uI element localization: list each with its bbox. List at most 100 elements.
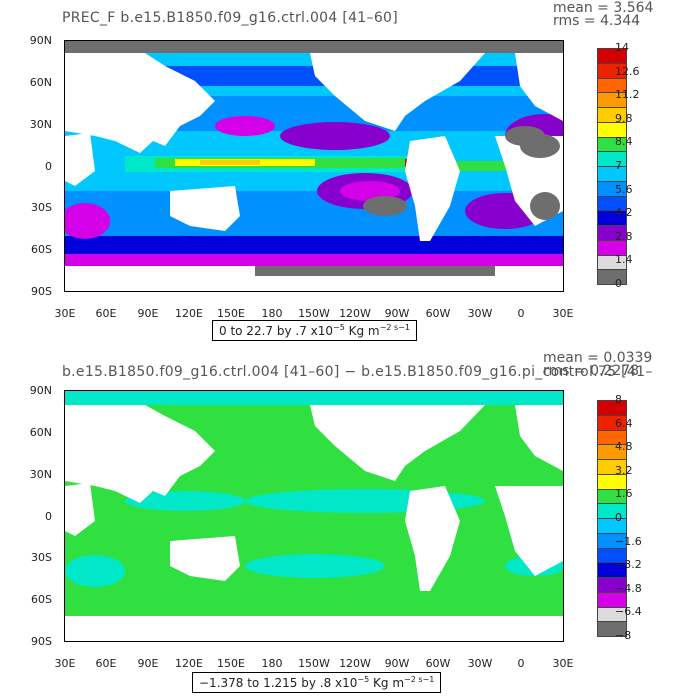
dry-zone-io bbox=[65, 203, 110, 239]
colorbar-label: −6.4 bbox=[615, 605, 642, 619]
x-tick-label: 30W bbox=[467, 307, 493, 320]
x-tick-label: 120W bbox=[339, 657, 371, 670]
colorbar-swatch bbox=[597, 621, 627, 637]
x-tick-label: 90W bbox=[384, 657, 410, 670]
mean-label: mean = 3.564 bbox=[553, 0, 654, 16]
colorbar-label: 4.8 bbox=[615, 440, 633, 454]
x-tick-label: 30W bbox=[467, 657, 493, 670]
land-asia bbox=[65, 53, 215, 153]
range-exponent: −5 bbox=[333, 323, 345, 332]
dry-zone-np bbox=[280, 122, 390, 150]
x-tick-label: 60W bbox=[425, 657, 451, 670]
land-north-america bbox=[310, 405, 485, 481]
y-tick-label: 30S bbox=[31, 551, 52, 564]
southern-ocean bbox=[65, 254, 563, 266]
y-tick-label: 30N bbox=[29, 468, 52, 481]
colorbar-label: 5.6 bbox=[615, 182, 633, 196]
colorbar-label: 1.6 bbox=[615, 487, 633, 501]
x-tick-label: 90E bbox=[137, 307, 159, 320]
x-tick-label: 30E bbox=[552, 657, 574, 670]
y-tick-label: 60S bbox=[31, 593, 52, 606]
mean-label: mean = 0.0339 bbox=[543, 350, 653, 366]
map-svg bbox=[65, 391, 563, 641]
colorbar-label: −1.6 bbox=[615, 534, 642, 548]
x-tick-label: 60W bbox=[425, 307, 451, 320]
stats: mean = 3.564 rms = 4.344 bbox=[553, 0, 654, 28]
map-svg bbox=[65, 41, 563, 291]
colorbar-label: 8.4 bbox=[615, 135, 633, 149]
range-units-box: −1.378 to 1.215 by .8 x10−5 Kg m−2 s−1 bbox=[192, 672, 442, 693]
range-label: −1.378 to 1.215 by .8 x10 bbox=[199, 676, 358, 690]
x-tick-label: 90E bbox=[137, 657, 159, 670]
colorbar-label: 6.4 bbox=[615, 416, 633, 430]
land-europe bbox=[515, 53, 563, 121]
colorbar-label: 12.6 bbox=[615, 64, 640, 78]
itcz-max bbox=[200, 160, 260, 165]
colorbar-label: 2.8 bbox=[615, 229, 633, 243]
x-tick-label: 180 bbox=[261, 657, 283, 670]
land-africa bbox=[495, 486, 563, 576]
arctic-band bbox=[65, 391, 563, 405]
colorbar: 8 6.4 4.8 3.2 1.6 0 −1.6 −3.2 −4.8 −6.4 −8 bbox=[597, 393, 642, 642]
colorbar-label: 8 bbox=[615, 393, 622, 406]
x-tick-label: 180 bbox=[261, 307, 283, 320]
panel-top: PREC_F b.e15.B1850.f09_g16.ctrl.004 [41–… bbox=[29, 0, 654, 341]
colorbar-label: 7 bbox=[615, 159, 622, 172]
map-plot bbox=[64, 390, 564, 642]
range-units-exponent: −2 s−1 bbox=[404, 675, 435, 684]
x-tick-label: 60E bbox=[95, 657, 117, 670]
x-tick-label: 120E bbox=[175, 657, 203, 670]
y-tick-label: 90N bbox=[29, 34, 52, 47]
range-units-exponent: −2 s−1 bbox=[379, 323, 410, 332]
desert-subtropic bbox=[505, 126, 545, 146]
colorbar-label: 3.2 bbox=[615, 463, 633, 477]
y-tick-label: 0 bbox=[45, 160, 52, 173]
land-australia bbox=[170, 186, 240, 231]
panel-bottom: b.e15.B1850.f09_g16.ctrl.004 [41–60] − b… bbox=[0, 350, 700, 700]
x-tick-label: 150W bbox=[298, 657, 330, 670]
x-tick-label: 60E bbox=[95, 307, 117, 320]
x-tick-label: 0 bbox=[517, 307, 525, 320]
colorbar-label: 11.2 bbox=[615, 88, 640, 102]
colorbar-label: 0 bbox=[615, 511, 622, 524]
y-tick-label: 30N bbox=[29, 118, 52, 131]
panel-title: b.e15.B1850.f09_g16.ctrl.004 [41–60] − b… bbox=[62, 364, 653, 380]
range-exponent: −5 bbox=[357, 675, 370, 684]
colorbar-label: −8 bbox=[615, 629, 632, 642]
antarctic-shelf bbox=[255, 266, 495, 276]
range-label: 0 to 22.7 by .7 x10 bbox=[219, 324, 334, 338]
x-tick-label: 0 bbox=[517, 657, 525, 670]
range-units-box: 0 to 22.7 by .7 x10−5 Kg m−2 s−1 bbox=[212, 320, 417, 341]
colorbar: 14 12.6 11.2 9.8 8.4 7 5.6 4.2 2.8 1.4 0 bbox=[597, 41, 640, 290]
x-tick-label: 150E bbox=[217, 307, 245, 320]
y-tick-label: 90N bbox=[29, 384, 52, 397]
range-units: Kg m bbox=[369, 676, 405, 690]
colorbar-label: 9.8 bbox=[615, 111, 633, 125]
y-tick-label: 60N bbox=[29, 76, 52, 89]
x-tick-label: 30E bbox=[54, 657, 76, 670]
y-tick-label: 30S bbox=[31, 201, 52, 214]
land-africa-east bbox=[65, 483, 95, 536]
land-australia bbox=[170, 536, 240, 581]
land-asia bbox=[65, 405, 215, 503]
atlantic-itcz bbox=[445, 161, 505, 171]
x-tick-label: 30E bbox=[552, 307, 574, 320]
wp-anom bbox=[125, 491, 245, 511]
colorbar-label: 0 bbox=[615, 277, 622, 290]
land-north-america bbox=[310, 53, 485, 131]
arctic-ice bbox=[65, 41, 563, 53]
y-tick-label: 0 bbox=[45, 510, 52, 523]
dry-zone-wp bbox=[215, 116, 275, 136]
x-tick-label: 30E bbox=[54, 307, 76, 320]
colorbar-swatch bbox=[597, 269, 627, 285]
land-europe bbox=[515, 405, 563, 471]
x-tick-label: 120W bbox=[339, 307, 371, 320]
storm-track-south bbox=[65, 236, 563, 254]
panel-title: PREC_F b.e15.B1850.f09_g16.ctrl.004 [41–… bbox=[62, 10, 398, 26]
range-units: Kg m bbox=[344, 324, 380, 338]
map-plot bbox=[64, 40, 564, 292]
colorbar-label: −4.8 bbox=[615, 581, 642, 595]
colorbar-label: 4.2 bbox=[615, 206, 633, 220]
y-tick-label: 90S bbox=[31, 285, 52, 298]
y-tick-label: 90S bbox=[31, 635, 52, 648]
